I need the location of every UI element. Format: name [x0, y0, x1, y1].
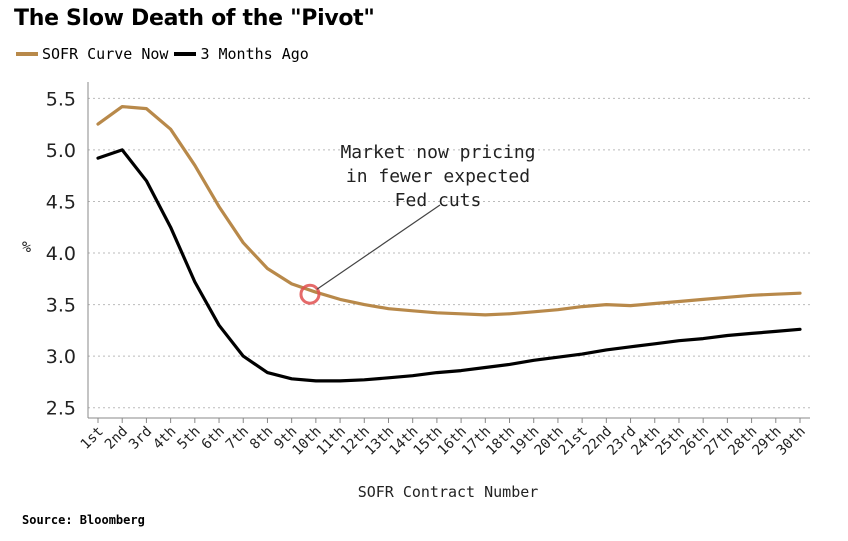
y-tick-label-0: 2.5 — [46, 398, 76, 420]
legend-item-ago: 3 Months Ago — [174, 45, 309, 63]
x-tick-label-2: 3rd — [126, 424, 155, 453]
x-tick-label-6: 7th — [223, 424, 252, 453]
axes — [87, 82, 810, 419]
x-tick-label-5: 6th — [199, 424, 228, 453]
series-line-now — [96, 105, 802, 317]
series-line-ago — [96, 148, 802, 383]
x-tick-label-7: 8th — [247, 424, 276, 453]
annotation-text-line-1: in fewer expected — [346, 166, 530, 187]
y-axis-label: % — [22, 238, 31, 256]
x-tick-label-1: 2nd — [102, 424, 131, 453]
y-tick-label-6: 5.5 — [46, 88, 76, 110]
x-axis-label: SOFR Contract Number — [358, 483, 539, 501]
legend-swatch-ago — [174, 52, 197, 56]
annotation-text-line-0: Market now pricing — [340, 142, 535, 163]
x-tick-label-3: 4th — [150, 424, 179, 453]
annotation-marker-circle — [299, 283, 321, 305]
y-tick-label-5: 5.0 — [46, 140, 76, 162]
y-tick-label-3: 4.0 — [46, 243, 76, 265]
source-note: Source: Bloomberg — [22, 513, 145, 527]
chart-title: The Slow Death of the "Pivot" — [14, 6, 375, 31]
series-lines — [96, 105, 802, 383]
annotation-text-line-2: Fed cuts — [395, 190, 482, 211]
gridlines — [88, 97, 810, 409]
annotation-pointer-line — [316, 204, 441, 290]
legend-label-ago: 3 Months Ago — [200, 45, 309, 63]
annotation: Market now pricing in fewer expected Fed c… — [299, 142, 536, 305]
x-tick-label-29: 30th — [774, 424, 809, 459]
legend: SOFR Curve Now 3 Months Ago — [16, 45, 315, 63]
legend-swatch-now — [16, 52, 38, 56]
y-axis-ticks: 2.5 3.0 3.5 4.0 4.5 5.0 5.5 — [46, 88, 76, 419]
x-axis-ticks: 1st2nd3rd4th5th6th7th8th9th10th11th12th1… — [78, 418, 809, 459]
legend-item-now: SOFR Curve Now — [16, 45, 168, 63]
y-tick-label-1: 3.0 — [46, 346, 76, 368]
x-tick-label-0: 1st — [78, 424, 107, 453]
x-tick-label-4: 5th — [174, 424, 203, 453]
y-tick-label-2: 3.5 — [46, 295, 76, 317]
y-tick-label-4: 4.5 — [46, 191, 76, 213]
legend-label-now: SOFR Curve Now — [42, 45, 169, 63]
